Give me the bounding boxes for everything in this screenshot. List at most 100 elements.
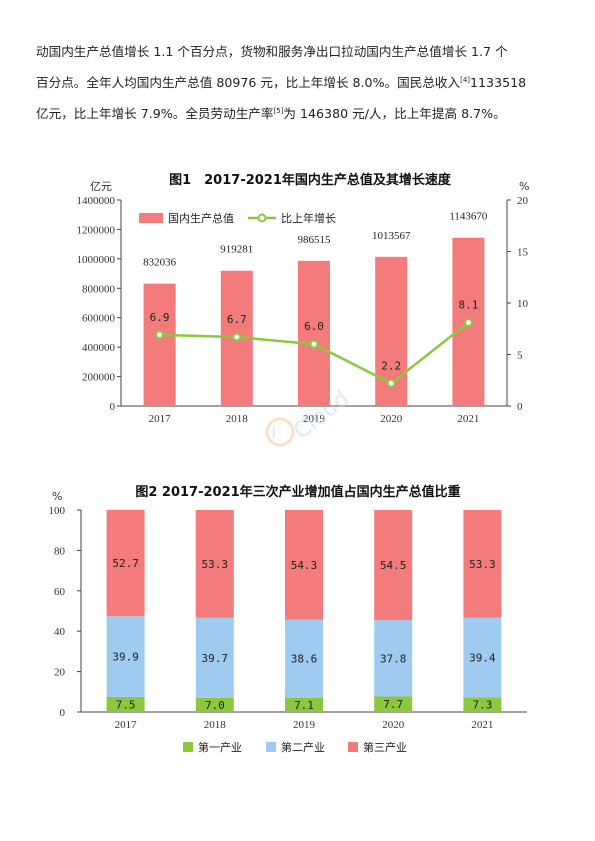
x-tick-label: 2017 [115, 719, 138, 731]
y-tick-label: 40 [54, 626, 66, 638]
y-tick-label: 400000 [82, 342, 116, 354]
y-axis-unit: % [52, 490, 62, 503]
paragraph-line: 动国内生产总值增长 1.1 个百分点，货物和服务净出口拉动国内生产总值增长 1.… [36, 38, 566, 66]
y2-tick-label: 0 [517, 401, 523, 413]
share-segment [106, 616, 145, 697]
watermark-text: Cloud [289, 386, 348, 444]
y-tick-label: 0 [110, 401, 116, 413]
paragraph-text: 亿元，比上年增长 7.9%。全员劳动生产率 [36, 106, 274, 121]
growth-point [309, 339, 319, 349]
gdp-bar [143, 283, 176, 406]
share-value-label: 39.9 [112, 651, 139, 664]
y2-tick-label: 15 [517, 247, 529, 259]
y-tick-label: 1400000 [77, 195, 116, 207]
share-value-label: 53.3 [202, 558, 229, 571]
paragraph-text: 1133518 [470, 75, 527, 90]
y-tick-label: 100 [49, 505, 66, 517]
share-segment [195, 697, 234, 712]
y-tick-label: 20 [54, 667, 66, 679]
legend-swatch-gdp [139, 213, 163, 223]
growth-value-label: 6.0 [304, 320, 324, 333]
share-value-label: 7.5 [116, 698, 136, 711]
x-tick-label: 2019 [303, 413, 326, 425]
legend-swatch [183, 742, 193, 752]
share-value-label: 7.0 [205, 699, 225, 712]
x-tick-label: 2020 [382, 719, 405, 731]
gdp-value-label: 1143670 [449, 211, 488, 223]
share-segment [463, 617, 502, 698]
share-segment [463, 697, 502, 712]
y-tick-label: 60 [54, 586, 66, 598]
y-tick-label: 1000000 [77, 254, 116, 266]
x-tick-label: 2019 [293, 719, 316, 731]
paragraph-line: 亿元，比上年增长 7.9%。全员劳动生产率[5]为 146380 元/人，比上年… [36, 97, 566, 128]
legend-swatch [348, 742, 358, 752]
share-segment [285, 619, 323, 698]
industry-share-chart-svg: 图2 2017-2021年三次产业增加值占国内生产总值比重% 0 20 40 60 80 1… [49, 484, 527, 754]
share-segment [195, 510, 234, 618]
share-value-label: 7.7 [383, 698, 403, 711]
growth-value-label: 8.1 [458, 299, 478, 312]
gdp-value-label: 832036 [143, 257, 177, 269]
y2-tick-label: 10 [517, 298, 529, 310]
share-value-label: 54.5 [380, 559, 407, 572]
x-tick-label: 2018 [204, 719, 227, 731]
share-segment [463, 510, 502, 618]
gdp-growth-chart: 图1 2017-2021年国内生产总值及其增长速度 亿元% 0 200000 40000… [0, 166, 595, 436]
legend-label: 第三产业 [363, 740, 407, 754]
share-value-label: 53.3 [469, 558, 496, 571]
y-tick-label: 600000 [82, 313, 116, 325]
growth-point [232, 332, 242, 342]
svg-text:i: i [272, 426, 276, 441]
share-segment [374, 696, 413, 712]
legend-swatch [266, 742, 276, 752]
y2-tick-label: 20 [517, 195, 529, 207]
share-value-label: 52.7 [112, 557, 139, 570]
legend-label-growth: 比上年增长 [281, 211, 336, 225]
paragraph-line: 百分点。全年人均国内生产总值 80976 元，比上年增长 8.0%。国民总收入[… [36, 66, 566, 97]
share-segment [195, 617, 234, 698]
growth-point [155, 330, 165, 340]
share-value-label: 39.7 [202, 652, 229, 665]
y-tick-label: 80 [54, 545, 66, 557]
share-value-label: 7.3 [472, 699, 492, 712]
gdp-value-label: 1013567 [372, 230, 411, 242]
share-segment [106, 696, 145, 712]
gdp-bar [298, 260, 330, 406]
x-tick-label: 2021 [457, 413, 479, 425]
chart-title: 图1 2017-2021年国内生产总值及其增长速度 [169, 172, 452, 188]
y-axis-unit: 亿元 [90, 180, 112, 193]
y-tick-label: 800000 [82, 283, 116, 295]
share-segment [285, 510, 323, 620]
growth-value-label: 6.9 [150, 311, 170, 324]
growth-value-label: 6.7 [227, 313, 247, 326]
share-value-label: 7.1 [294, 699, 314, 712]
share-segment [285, 697, 323, 712]
share-value-label: 39.4 [469, 651, 496, 664]
share-segment [106, 509, 145, 617]
cloud-watermark-logo: i Cloud [265, 386, 348, 447]
x-tick-label: 2021 [471, 719, 493, 731]
legend-label: 第二产业 [281, 740, 325, 754]
share-value-label: 54.3 [291, 559, 318, 572]
gdp-value-label: 919281 [220, 244, 253, 256]
y2-tick-label: 5 [517, 350, 523, 362]
y2-axis-unit: % [519, 180, 529, 193]
paragraph-text: 为 146380 元/人，比上年提高 8.7%。 [283, 106, 506, 121]
x-tick-label: 2018 [226, 413, 249, 425]
chart-title: 图2 2017-2021年三次产业增加值占国内生产总值比重 [135, 484, 460, 500]
x-tick-label: 2020 [380, 413, 403, 425]
share-segment [374, 510, 413, 621]
share-value-label: 38.6 [291, 653, 318, 666]
body-paragraph: 动国内生产总值增长 1.1 个百分点，货物和服务净出口拉动国内生产总值增长 1.… [36, 38, 566, 128]
growth-point [463, 318, 473, 328]
gdp-value-label: 986515 [298, 234, 332, 246]
footnote-ref[interactable]: [5] [273, 107, 284, 115]
legend-label: 第一产业 [198, 740, 242, 754]
x-tick-label: 2017 [149, 413, 172, 425]
paragraph-text: 动国内生产总值增长 1.1 个百分点，货物和服务净出口拉动国内生产总值增长 1.… [36, 44, 508, 59]
share-value-label: 37.8 [380, 652, 407, 665]
footnote-ref[interactable]: [4] [460, 76, 471, 84]
paragraph-text: 百分点。全年人均国内生产总值 80976 元，比上年增长 8.0%。国民总收入 [36, 75, 461, 90]
